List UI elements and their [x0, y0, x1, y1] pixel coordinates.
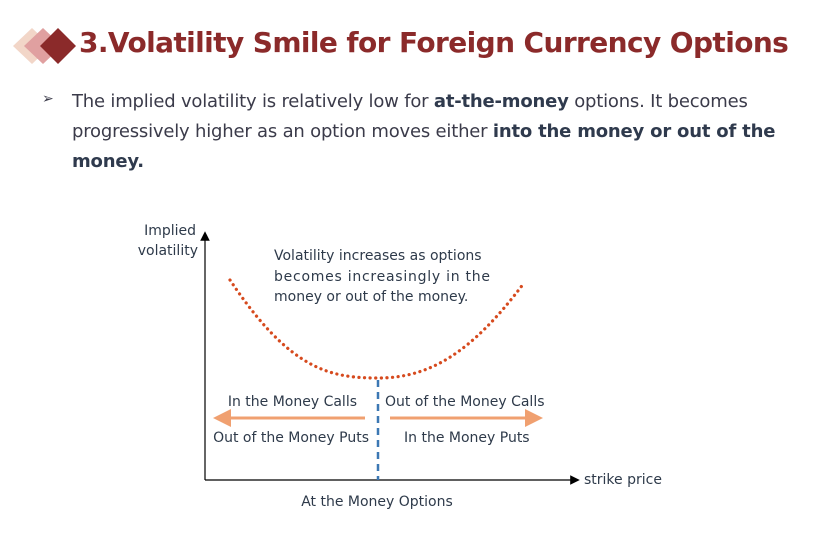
note-line-2: becomes increasingly in the — [274, 269, 490, 285]
bullet-text-part2: options. It becomes progressively higher… — [72, 91, 748, 142]
note-line-1: Volatility increases as options — [274, 248, 482, 264]
x-axis-label: strike price — [584, 472, 662, 488]
label-in-the-money-puts: In the Money Puts — [404, 430, 530, 446]
bullet-text-part1: The implied volatility is relatively low… — [72, 91, 434, 112]
label-out-of-the-money-puts: Out of the Money Puts — [213, 430, 369, 446]
bullet-point: ➢ The implied volatility is relatively l… — [42, 87, 782, 177]
volatility-smile-curve — [228, 278, 526, 380]
label-out-of-the-money-calls: Out of the Money Calls — [385, 394, 545, 410]
bullet-text: The implied volatility is relatively low… — [72, 87, 782, 177]
label-in-the-money-calls: In the Money Calls — [228, 394, 357, 410]
bullet-emphasis-itm-otm: into the money or out of the money. — [72, 121, 776, 172]
bullet-emphasis-atm: at-the-money — [433, 91, 569, 112]
note-line-3: money or out of the money. — [274, 289, 468, 305]
y-axis-label-line1: Implied — [144, 223, 196, 239]
label-at-the-money-options: At the Money Options — [301, 494, 453, 510]
page-title: 3.Volatility Smile for Foreign Currency … — [79, 26, 789, 59]
logo-diamonds-icon — [13, 28, 76, 64]
y-axis-label-line2: volatility — [138, 243, 198, 259]
arrow-bullet-icon: ➢ — [42, 91, 54, 107]
